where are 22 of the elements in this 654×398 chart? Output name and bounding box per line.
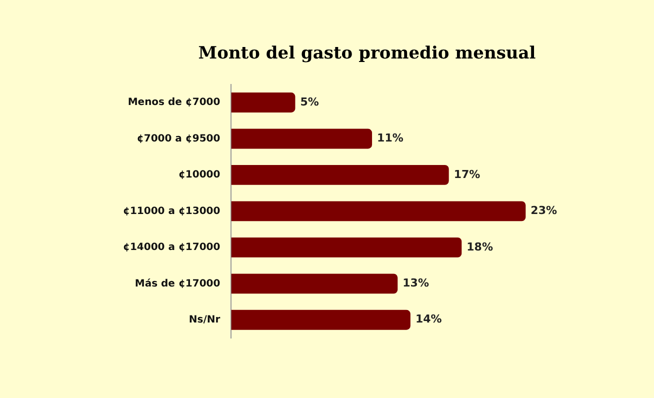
- bar: [231, 237, 462, 258]
- bar: [231, 274, 398, 294]
- y-tick-label: ¢14000 a ¢17000: [122, 242, 220, 254]
- data-label: 11%: [377, 132, 404, 145]
- bar: [231, 92, 296, 112]
- y-tick-label: ¢10000: [178, 170, 220, 181]
- y-tick-label: Más de ¢17000: [134, 278, 220, 290]
- data-label: 17%: [454, 168, 480, 181]
- data-label: 5%: [300, 95, 319, 108]
- y-tick-label: ¢7000 a ¢9500: [136, 133, 220, 144]
- chart-title: Monto del gasto promedio mensual: [198, 44, 536, 64]
- bar: [231, 165, 449, 185]
- y-tick-label: Ns/Nr: [188, 314, 220, 326]
- data-label: 13%: [402, 276, 429, 290]
- bar: [231, 128, 372, 149]
- bar: [231, 201, 526, 222]
- y-tick-label: ¢11000 a ¢13000: [122, 206, 220, 217]
- data-label: 14%: [415, 312, 442, 326]
- data-label: 23%: [530, 204, 558, 218]
- bar: [231, 310, 410, 330]
- y-tick-label: Menos de ¢7000: [128, 97, 220, 108]
- data-label: 18%: [466, 240, 493, 254]
